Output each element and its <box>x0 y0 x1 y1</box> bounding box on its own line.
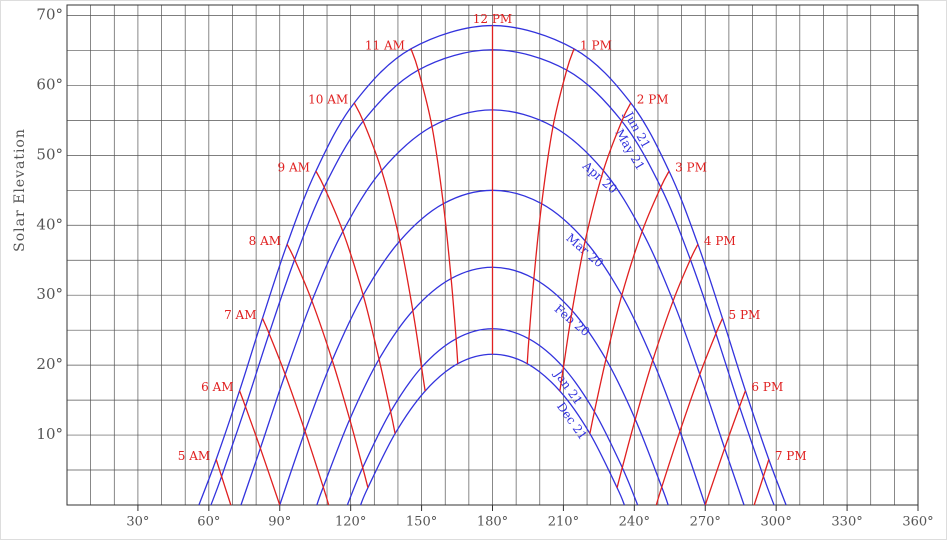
hour-label: 5 AM <box>178 449 210 463</box>
hour-label: 1 PM <box>580 38 612 52</box>
hour-label: 11 AM <box>365 38 405 52</box>
hour-label: 10 AM <box>308 92 348 106</box>
y-tick-label: 60° <box>36 75 63 93</box>
hour-label: 2 PM <box>637 92 669 106</box>
hour-line <box>286 244 369 488</box>
hour-line <box>589 170 670 434</box>
x-tick-label: 30° <box>126 515 149 530</box>
date-line <box>198 24 787 506</box>
hour-label: 7 AM <box>224 308 256 322</box>
y-axis-title: Solar Elevation <box>12 128 28 252</box>
hour-line <box>353 102 426 392</box>
hour-label: 5 PM <box>729 308 761 322</box>
y-tick-label: 10° <box>36 425 63 443</box>
hour-line <box>704 390 747 506</box>
hour-line <box>526 48 575 364</box>
x-tick-label: 90° <box>268 515 291 530</box>
x-tick-label: 150° <box>406 515 437 530</box>
hour-label: 3 PM <box>675 161 707 175</box>
x-tick-label: 60° <box>197 515 220 530</box>
y-tick-label: 50° <box>36 145 63 163</box>
hour-line <box>559 102 632 392</box>
hour-line <box>410 48 459 364</box>
x-tick-label: 240° <box>619 515 650 530</box>
x-tick-label: 270° <box>690 515 721 530</box>
hour-line <box>315 170 396 434</box>
hour-line <box>215 459 232 506</box>
hour-line <box>616 244 699 488</box>
y-tick-label: 20° <box>36 355 63 373</box>
x-tick-label: 210° <box>548 515 579 530</box>
date-line <box>359 353 626 506</box>
x-tick-label: 120° <box>335 515 366 530</box>
hour-line <box>753 459 770 506</box>
x-tick-label: 180° <box>477 515 508 530</box>
y-tick-label: 70° <box>36 5 63 23</box>
hour-line <box>261 318 330 506</box>
hour-label: 4 PM <box>704 234 736 248</box>
x-tick-label: 330° <box>831 515 862 530</box>
hour-label: 9 AM <box>278 161 310 175</box>
hour-line <box>655 318 724 506</box>
y-tick-label: 40° <box>36 215 63 233</box>
hour-line <box>238 390 281 506</box>
hour-label: 7 PM <box>775 449 807 463</box>
hour-label: 8 AM <box>249 234 281 248</box>
hour-label: 6 PM <box>751 380 783 394</box>
hour-label: 12 PM <box>473 12 512 26</box>
y-tick-label: 30° <box>36 285 63 303</box>
x-tick-label: 300° <box>761 515 792 530</box>
x-tick-label: 360° <box>902 515 933 530</box>
hour-label: 6 AM <box>201 380 233 394</box>
